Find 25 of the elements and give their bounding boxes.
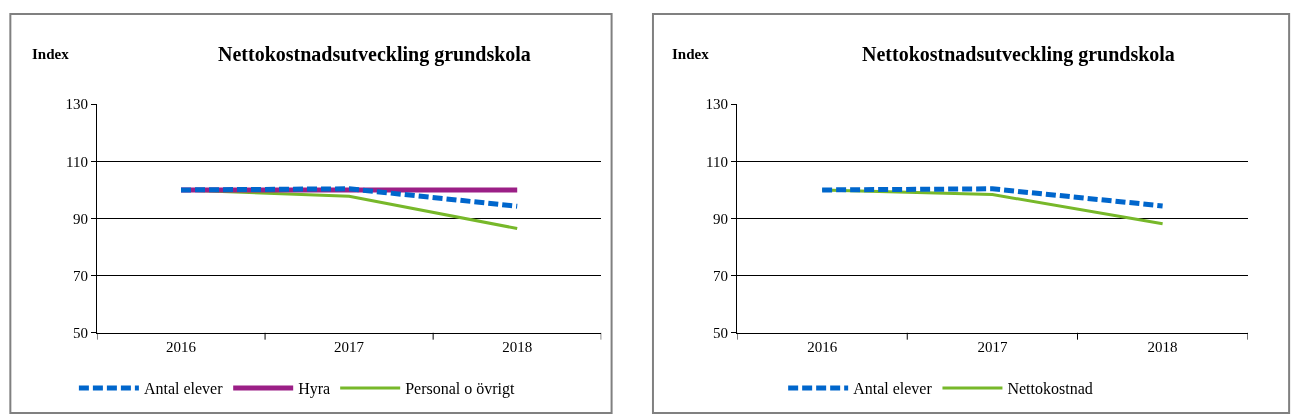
x-tick-label: 2017 <box>977 338 1008 355</box>
legend-label: Hyra <box>298 380 331 399</box>
legend-label: Nettokostnad <box>1007 380 1093 398</box>
x-tick-label: 2018 <box>502 338 533 355</box>
y-tick-label: 110 <box>706 153 729 170</box>
legend-label: Personal o övrigt <box>405 380 516 399</box>
y-tick-label: 70 <box>713 267 729 284</box>
y-axis-title: Index <box>672 46 710 62</box>
y-tick-label: 50 <box>713 325 729 342</box>
x-tick-label: 2016 <box>166 338 197 355</box>
y-tick-label: 50 <box>72 325 88 342</box>
legend-label: Antal elever <box>853 380 933 398</box>
chart-title: Nettokostnadsutveckling grundskola <box>218 43 531 66</box>
y-tick-label: 110 <box>66 153 88 170</box>
y-tick-label: 70 <box>72 267 88 284</box>
y-tick-label: 90 <box>713 210 729 227</box>
x-tick-label: 2017 <box>334 338 365 355</box>
x-tick-label: 2016 <box>807 338 838 355</box>
y-axis-title: Index <box>32 46 70 62</box>
y-tick-label: 90 <box>72 210 88 227</box>
chart-title: Nettokostnadsutveckling grundskola <box>862 43 1175 66</box>
y-tick-label: 130 <box>65 96 88 113</box>
x-tick-label: 2018 <box>1147 338 1178 355</box>
y-tick-label: 130 <box>705 96 729 113</box>
legend-label: Antal elever <box>143 380 224 398</box>
